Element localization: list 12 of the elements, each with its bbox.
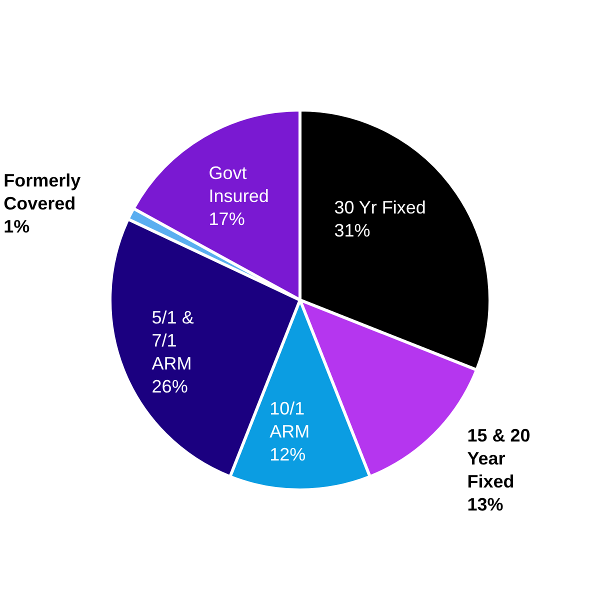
data-label: 17% [208,209,245,230]
slice-label: Formerly Covered [4,170,81,214]
data-label: 13% [467,494,504,514]
slice-label: 5/1 & 7/1 ARM [152,307,194,374]
data-label: 31% [334,220,370,240]
slice-label: 30 Yr Fixed [334,197,426,218]
slice-label: 15 & 20 Year Fixed [467,425,530,492]
data-label: 26% [152,376,188,396]
slice-label: 10/1 ARM [270,398,310,442]
slice-label: Govt Insured [208,163,269,206]
data-label: 1% [4,216,30,237]
data-label: 12% [270,444,306,465]
